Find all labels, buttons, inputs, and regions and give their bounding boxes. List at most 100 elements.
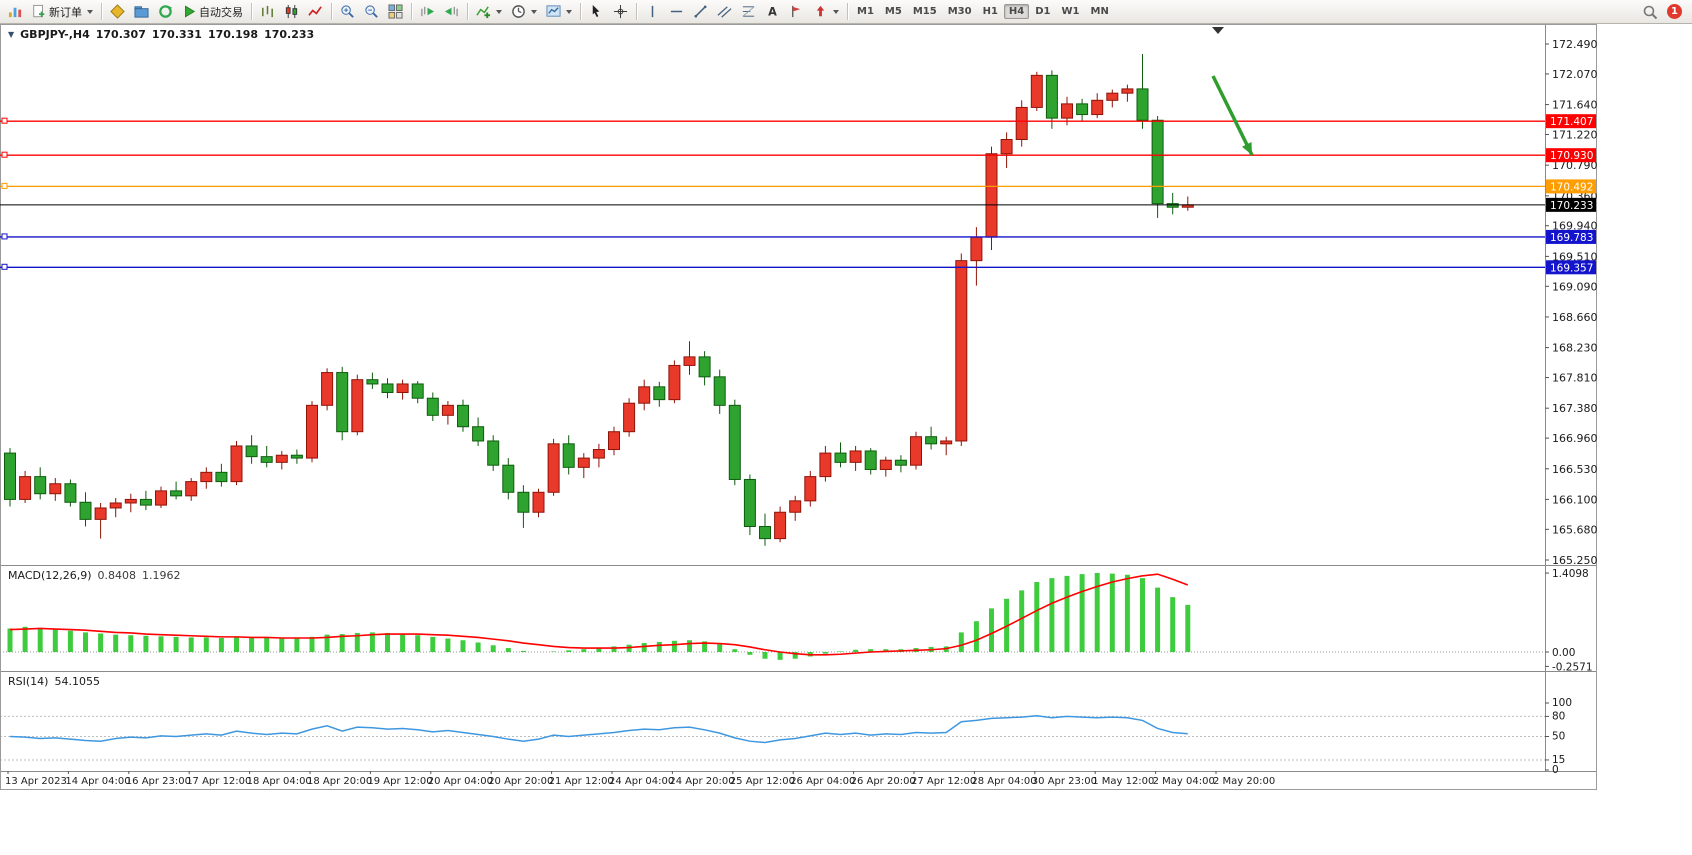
- chart-canvas[interactable]: 172.490172.070171.640171.220170.790170.3…: [0, 24, 1597, 790]
- search-button[interactable]: [1638, 2, 1662, 22]
- svg-text:169.940: 169.940: [1552, 220, 1597, 233]
- svg-text:168.230: 168.230: [1552, 342, 1597, 355]
- candlestick-chart-icon: [285, 4, 298, 19]
- scripts-icon: [159, 5, 173, 18]
- chevron-down-icon: [87, 9, 93, 14]
- cursor-tool-button[interactable]: [585, 2, 608, 22]
- chart-window: 172.490 172.070 171.640 171.220 170.790 170.3…: [0, 24, 1597, 790]
- new-order-label: 新订单: [49, 5, 82, 19]
- svg-text:21 Apr 12:00: 21 Apr 12:00: [549, 776, 614, 787]
- svg-text:165.680: 165.680: [1552, 523, 1597, 536]
- fibonacci-tool-button[interactable]: [737, 2, 760, 22]
- chart-shift-icon: [444, 6, 458, 17]
- arrow-object-icon: [816, 5, 825, 17]
- arrows-tool-button[interactable]: [809, 2, 843, 22]
- svg-text:170.492: 170.492: [1550, 181, 1593, 193]
- channel-tool-button[interactable]: [713, 2, 736, 22]
- svg-text:26 Apr 20:00: 26 Apr 20:00: [851, 776, 916, 787]
- timeframe-d1-button[interactable]: D1: [1030, 4, 1055, 19]
- svg-text:169.357: 169.357: [1550, 262, 1593, 274]
- new-order-icon: [33, 4, 45, 18]
- svg-text:0: 0: [1552, 764, 1559, 776]
- new-order-button[interactable]: 新订单: [28, 2, 97, 22]
- autotrading-label: 自动交易: [199, 5, 243, 19]
- timeframe-m5-button[interactable]: M5: [880, 4, 907, 19]
- chevron-down-icon: [496, 9, 502, 14]
- svg-text:171.407: 171.407: [1550, 116, 1593, 128]
- crosshair-tool-button[interactable]: [609, 2, 632, 22]
- autotrading-button[interactable]: 自动交易: [178, 2, 247, 22]
- tile-windows-icon: [388, 4, 403, 19]
- trendline-tool-button[interactable]: [689, 2, 712, 22]
- auto-scroll-button[interactable]: [416, 2, 439, 22]
- svg-text:168.660: 168.660: [1552, 311, 1597, 324]
- chevron-down-icon: [833, 9, 839, 14]
- vertical-line-tool-button[interactable]: [641, 2, 664, 22]
- svg-text:171.220: 171.220: [1552, 129, 1597, 142]
- svg-text:30 Apr 23:00: 30 Apr 23:00: [1032, 776, 1097, 787]
- scripts-button[interactable]: [154, 2, 177, 22]
- zoom-out-icon: [365, 5, 378, 18]
- svg-text:172.070: 172.070: [1552, 68, 1597, 81]
- bar-chart-icon: [262, 5, 273, 18]
- zoom-in-icon: [341, 5, 354, 18]
- chart-collapse-icon[interactable]: ▼: [8, 30, 15, 39]
- svg-text:13 Apr 2023: 13 Apr 2023: [5, 776, 67, 787]
- timeframe-h1-button[interactable]: H1: [978, 4, 1003, 19]
- timeframe-m15-button[interactable]: M15: [908, 4, 942, 19]
- svg-text:169.510: 169.510: [1552, 250, 1597, 263]
- autotrading-play-icon: [185, 5, 196, 18]
- zoom-out-button[interactable]: [360, 2, 383, 22]
- svg-text:170.790: 170.790: [1552, 159, 1597, 172]
- text-label-tool-button[interactable]: [785, 2, 808, 22]
- toolbar-separator: [847, 3, 848, 20]
- clock-icon: [512, 5, 525, 18]
- svg-text:167.810: 167.810: [1552, 372, 1597, 385]
- templates-button[interactable]: [542, 2, 576, 22]
- profiles-button[interactable]: [130, 2, 153, 22]
- zoom-in-button[interactable]: [336, 2, 359, 22]
- candlestick-mode-button[interactable]: [280, 2, 303, 22]
- svg-text:2 May 20:00: 2 May 20:00: [1213, 776, 1275, 787]
- svg-text:0.00: 0.00: [1552, 647, 1575, 659]
- flag-label-icon: [792, 5, 801, 18]
- market-watch-icon: [110, 4, 125, 19]
- svg-text:166.960: 166.960: [1552, 432, 1597, 445]
- timeframe-m1-button[interactable]: M1: [852, 4, 879, 19]
- svg-text:A: A: [768, 5, 777, 18]
- toolbar-separator: [580, 3, 581, 20]
- toolbar-separator: [636, 3, 637, 20]
- chart-window-button[interactable]: [4, 2, 27, 22]
- svg-text:15: 15: [1552, 754, 1565, 766]
- chevron-down-icon: [566, 9, 572, 14]
- svg-text:26 Apr 04:00: 26 Apr 04:00: [790, 776, 855, 787]
- bar-chart-mode-button[interactable]: [256, 2, 279, 22]
- svg-text:165.250: 165.250: [1552, 554, 1597, 567]
- templates-icon: [546, 5, 561, 17]
- timeframe-mn-button[interactable]: MN: [1086, 4, 1114, 19]
- svg-text:18 Apr 04:00: 18 Apr 04:00: [247, 776, 312, 787]
- timeframe-h4-button[interactable]: H4: [1003, 4, 1030, 19]
- svg-text:100: 100: [1552, 697, 1572, 709]
- svg-text:167.380: 167.380: [1552, 402, 1597, 415]
- periods-button[interactable]: [507, 2, 541, 22]
- text-icon: A: [768, 5, 777, 18]
- timeframe-m30-button[interactable]: M30: [943, 4, 977, 19]
- market-watch-button[interactable]: [106, 2, 129, 22]
- svg-text:24 Apr 20:00: 24 Apr 20:00: [669, 776, 734, 787]
- svg-text:1 May 12:00: 1 May 12:00: [1092, 776, 1154, 787]
- line-chart-mode-button[interactable]: [304, 2, 327, 22]
- chart-shift-button[interactable]: [440, 2, 463, 22]
- svg-text:-0.2571: -0.2571: [1552, 661, 1593, 673]
- indicators-button[interactable]: [472, 2, 506, 22]
- notification-badge[interactable]: 1: [1667, 4, 1682, 19]
- timeframe-w1-button[interactable]: W1: [1057, 4, 1085, 19]
- svg-text:20 Apr 20:00: 20 Apr 20:00: [488, 776, 553, 787]
- svg-text:166.100: 166.100: [1552, 493, 1597, 506]
- svg-text:171.640: 171.640: [1552, 99, 1597, 112]
- trendline-icon: [694, 5, 707, 18]
- text-tool-button[interactable]: A: [761, 2, 784, 22]
- horizontal-line-tool-button[interactable]: [665, 2, 688, 22]
- tile-windows-button[interactable]: [384, 2, 407, 22]
